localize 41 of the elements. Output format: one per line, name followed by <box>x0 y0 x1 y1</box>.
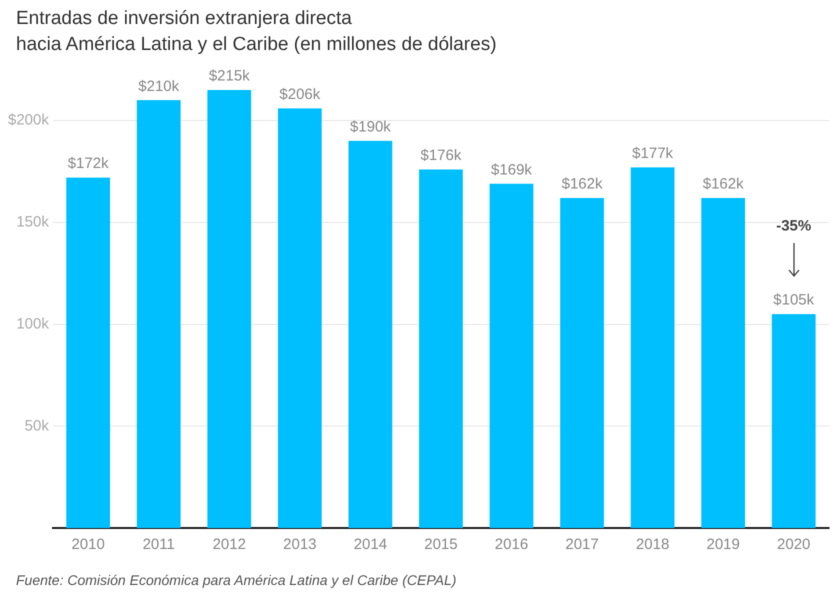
bar <box>772 314 816 528</box>
y-tick-label: 150k <box>16 214 50 231</box>
bar <box>136 100 181 528</box>
bar <box>701 198 746 528</box>
x-tick-label: 2019 <box>706 536 740 554</box>
data-label: $177k <box>632 145 674 162</box>
data-label: $210k <box>138 78 180 95</box>
data-label: $176k <box>420 147 462 164</box>
bar <box>419 169 463 528</box>
x-tick-label: 2013 <box>283 536 317 554</box>
bar <box>560 198 604 528</box>
x-tick-label: 2012 <box>212 536 246 554</box>
y-tick-label: $200k <box>8 112 50 129</box>
data-label: $105k <box>773 292 815 309</box>
data-label: $190k <box>350 118 392 136</box>
x-tick-label: 2010 <box>71 536 105 554</box>
annotation: -35% <box>776 218 812 235</box>
data-label: $215k <box>208 68 250 85</box>
chart-subtitle: hacia América Latina y el Caribe (en millones de dólares) <box>16 33 497 57</box>
bar <box>66 178 110 528</box>
bar <box>207 90 252 528</box>
y-tick-label: 50k <box>24 417 50 434</box>
data-label: $206k <box>279 86 321 103</box>
bar <box>490 184 534 528</box>
chart-title: Entradas de inversión extranjera directa <box>16 7 353 31</box>
x-tick-label: 2018 <box>636 536 670 554</box>
x-tick-label: 2011 <box>142 536 175 554</box>
data-label: $169k <box>491 161 532 178</box>
bar <box>278 108 322 528</box>
bar <box>630 167 674 528</box>
x-tick-label: 2016 <box>494 536 528 554</box>
source-note: Fuente: Comisión Económica para América Latina y el Caribe (CEPAL) <box>16 572 456 588</box>
x-tick-label: 2015 <box>424 536 458 554</box>
data-label: $162k <box>562 176 603 193</box>
x-tick-label: 2020 <box>777 536 810 554</box>
x-tick-label: 2014 <box>354 536 388 554</box>
bar <box>348 140 392 528</box>
data-label: $162k <box>702 176 744 193</box>
x-tick-label: 2017 <box>565 536 599 554</box>
y-tick-label: 100k <box>16 315 50 332</box>
data-label: $172k <box>68 155 110 172</box>
